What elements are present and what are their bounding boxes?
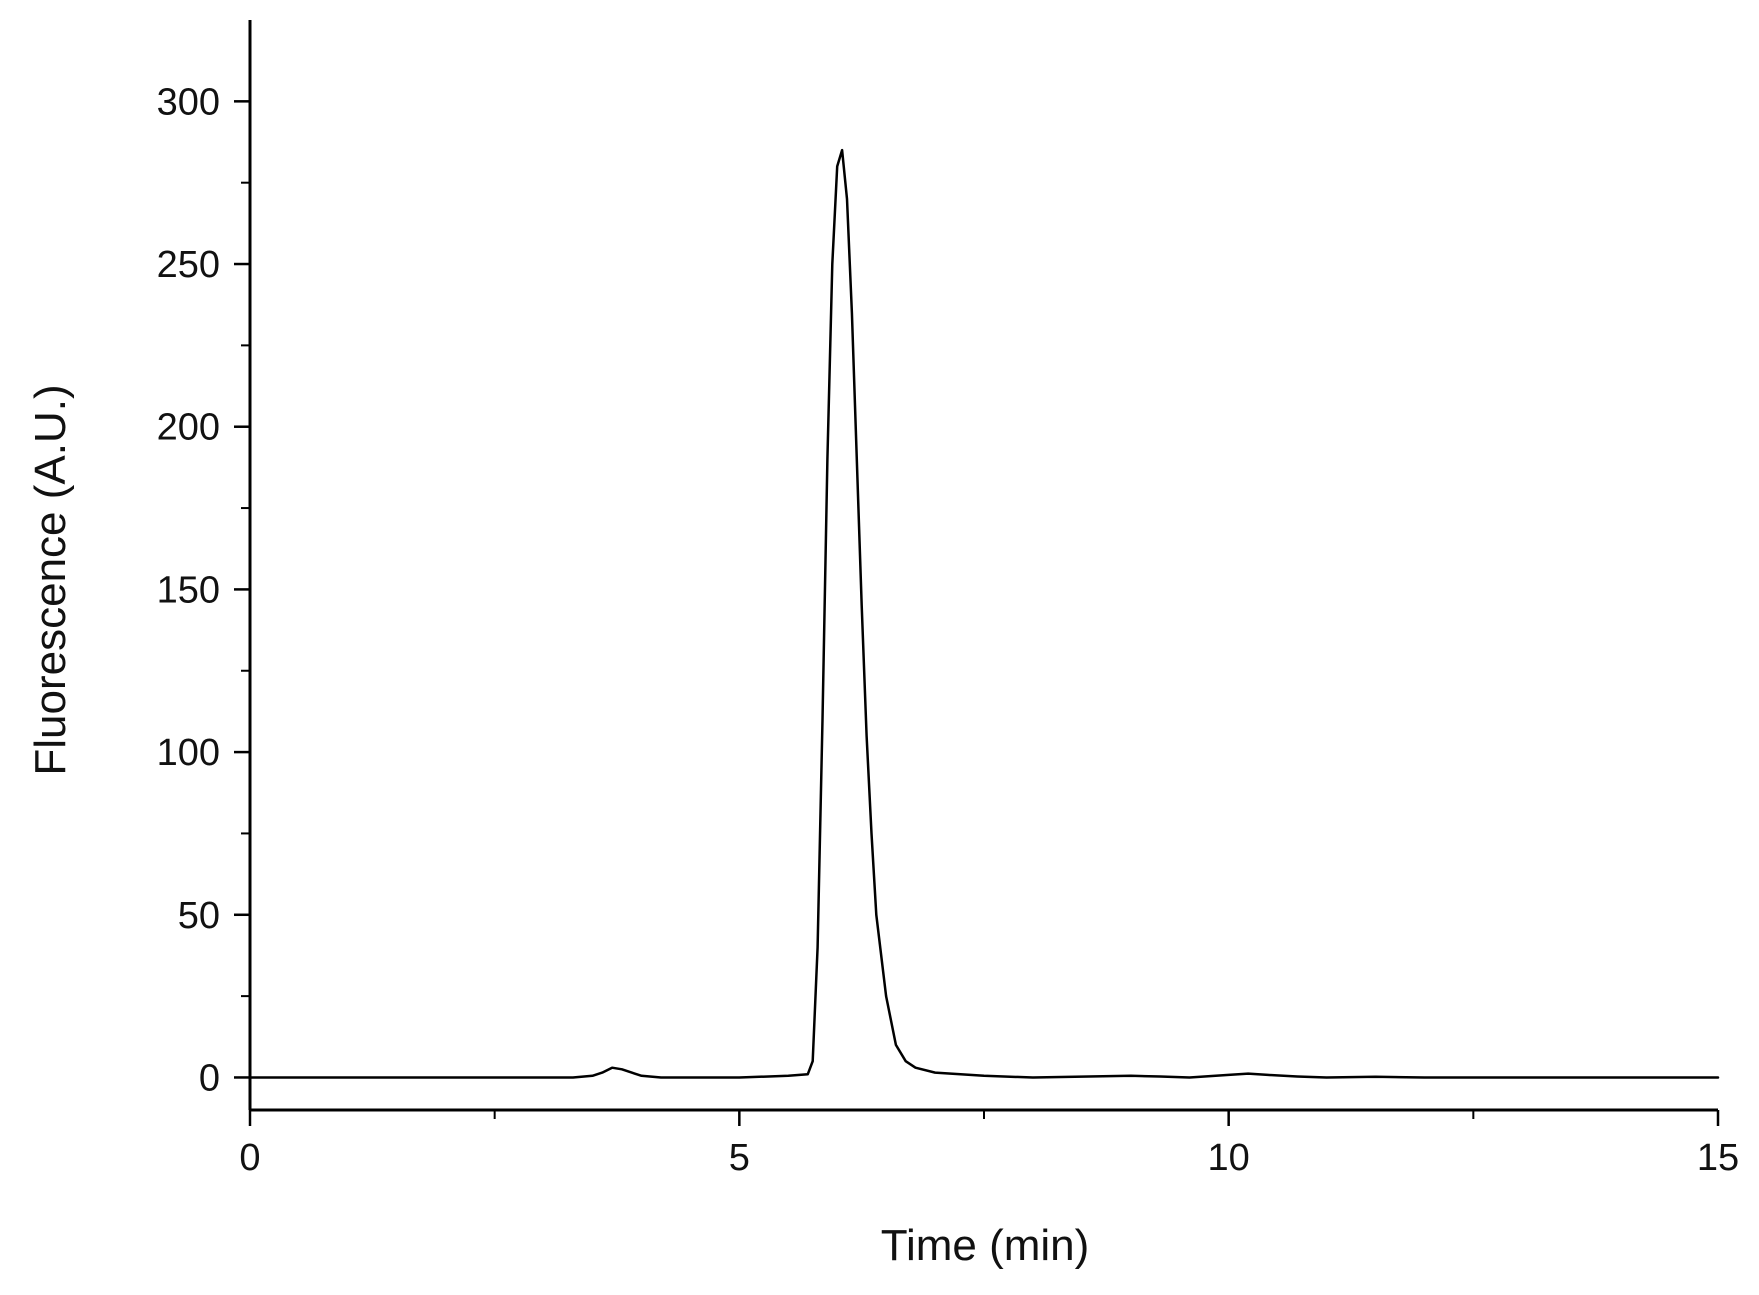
y-tick-label: 250 (157, 244, 220, 286)
x-axis-title: Time (min) (881, 1221, 1090, 1270)
y-axis-title: Fluorescence (A.U.) (26, 384, 75, 775)
y-tick-label: 300 (157, 81, 220, 123)
y-tick-label: 50 (178, 895, 220, 937)
y-tick-label: 100 (157, 732, 220, 774)
x-tick-label: 0 (239, 1137, 260, 1179)
x-tick-label: 5 (729, 1137, 750, 1179)
x-tick-label: 15 (1697, 1137, 1739, 1179)
y-tick-label: 150 (157, 569, 220, 611)
x-tick-label: 10 (1208, 1137, 1250, 1179)
plot-area: 0 50 100 150 200 250 300 0 5 10 15 (157, 20, 1739, 1179)
y-tick-label: 0 (199, 1057, 220, 1099)
data-series-line (248, 148, 1720, 1079)
y-tick-label: 200 (157, 407, 220, 449)
